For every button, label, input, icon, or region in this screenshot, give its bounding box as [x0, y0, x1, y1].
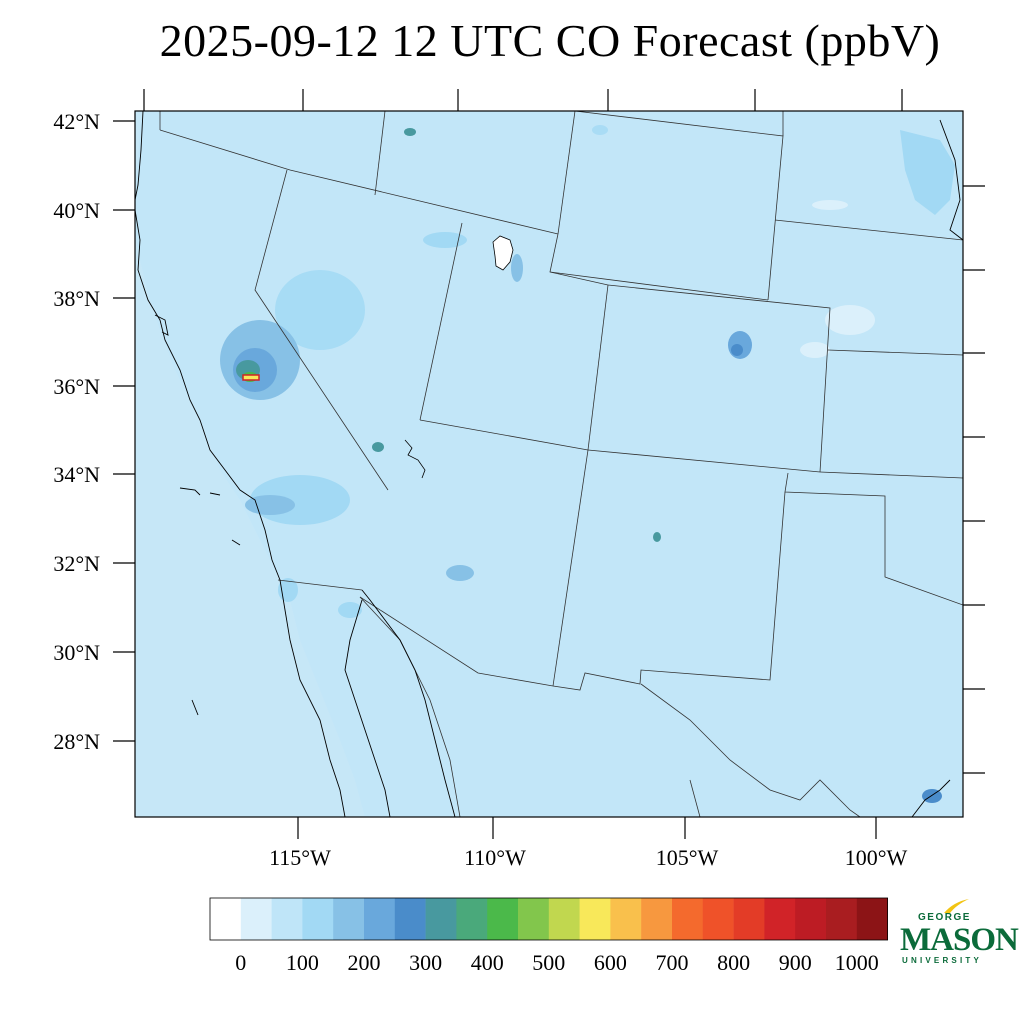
colorbar-swatch — [487, 898, 519, 940]
page-title: 2025-09-12 12 UTC CO Forecast (ppbV) — [159, 15, 941, 66]
low-conc-patch-kansas-2 — [800, 342, 830, 358]
colorado-river — [404, 439, 426, 479]
lat-label-38: 38°N — [53, 286, 100, 311]
gmu-logo: GEORGE MASON UNIVERSITY — [898, 898, 1019, 970]
colorbar-label: 400 — [471, 950, 504, 975]
plume-nevada — [275, 270, 365, 350]
logo-university: UNIVERSITY — [902, 956, 983, 965]
right-ticks — [963, 185, 985, 774]
lat-labels: 42°N 40°N 38°N 36°N 34°N 32°N 30°N 28°N — [53, 109, 100, 754]
colorbar-label: 100 — [286, 950, 319, 975]
plume-baja-west — [338, 602, 362, 618]
state-borders — [159, 111, 963, 817]
colorbar-swatch — [610, 898, 642, 940]
plume-phoenix — [446, 565, 474, 581]
great-salt-lake — [492, 235, 514, 271]
lon-label-110: 110°W — [464, 845, 526, 870]
coastlines — [135, 111, 963, 817]
lat-label-42: 42°N — [53, 109, 100, 134]
plume-albuquerque — [653, 532, 661, 542]
colorbar-swatch — [641, 898, 673, 940]
colorbar-frame — [209, 897, 888, 941]
plume-la-core — [245, 495, 295, 515]
map-frame — [134, 110, 964, 818]
colorbar-swatch — [240, 898, 272, 940]
colorbar-swatch — [394, 898, 426, 940]
colorbar-swatch — [826, 898, 858, 940]
colorbar-swatch — [548, 898, 580, 940]
plume-denver-core — [731, 344, 743, 356]
plume-lasvegas — [372, 442, 384, 452]
plume-idaho — [404, 128, 416, 136]
colorbar-labels: 0 100 200 300 400 500 600 700 800 900 1000 — [235, 950, 879, 975]
low-conc-patch-kansas — [825, 305, 875, 335]
logo-george: GEORGE — [918, 912, 971, 923]
colorbar-swatch — [425, 898, 457, 940]
colorbar-swatch — [333, 898, 365, 940]
colorbar-swatch — [518, 898, 550, 940]
colorbar-label: 0 — [235, 950, 246, 975]
plume-salt-lake — [511, 254, 523, 282]
lon-label-105: 105°W — [656, 845, 719, 870]
lon-label-115: 115°W — [269, 845, 331, 870]
colorbar-label: 300 — [409, 950, 442, 975]
pacific-coast-water — [135, 230, 365, 817]
colorbar-swatch — [856, 898, 888, 940]
plume-tijuana — [278, 578, 298, 602]
low-conc-patch-nebraska — [812, 200, 848, 210]
colorbar-label: 500 — [532, 950, 565, 975]
lat-label-30: 30°N — [53, 640, 100, 665]
great-plains-lake — [900, 130, 955, 215]
lat-ticks — [113, 120, 135, 742]
pacific-ocean — [135, 111, 143, 210]
colorbar-swatch — [271, 898, 303, 940]
colorbar-label: 600 — [594, 950, 627, 975]
top-ticks — [143, 89, 903, 111]
colorbar-swatch — [364, 898, 396, 940]
plume-north-nevada — [423, 232, 467, 248]
plume-wyoming — [592, 125, 608, 135]
lat-label-28: 28°N — [53, 729, 100, 754]
colorbar-swatch — [672, 898, 704, 940]
plume-fire-hotspot — [242, 374, 260, 381]
colorbar-swatch — [795, 898, 827, 940]
lat-label-40: 40°N — [53, 198, 100, 223]
colorbar-swatch — [302, 898, 334, 940]
colorbar-label: 800 — [717, 950, 750, 975]
lat-label-34: 34°N — [53, 462, 100, 487]
colorbar-swatch — [733, 898, 765, 940]
colorbar — [209, 897, 888, 941]
colorbar-label: 900 — [779, 950, 812, 975]
lon-labels: 115°W 110°W 105°W 100°W — [269, 845, 907, 870]
colorbar-swatch — [579, 898, 611, 940]
logo-mason: MASON — [900, 922, 1019, 958]
lat-label-36: 36°N — [53, 374, 100, 399]
gmu-flame-icon — [944, 899, 969, 913]
colorbar-swatch — [764, 898, 796, 940]
colorbar-swatch — [456, 898, 488, 940]
lat-label-32: 32°N — [53, 551, 100, 576]
bottom-ticks — [297, 817, 877, 839]
colorbar-label: 200 — [348, 950, 381, 975]
colorbar-label: 1000 — [835, 950, 879, 975]
lon-label-100: 100°W — [845, 845, 908, 870]
colorbar-swatch — [210, 898, 242, 940]
colorbar-swatch — [702, 898, 734, 940]
colorbar-label: 700 — [656, 950, 689, 975]
